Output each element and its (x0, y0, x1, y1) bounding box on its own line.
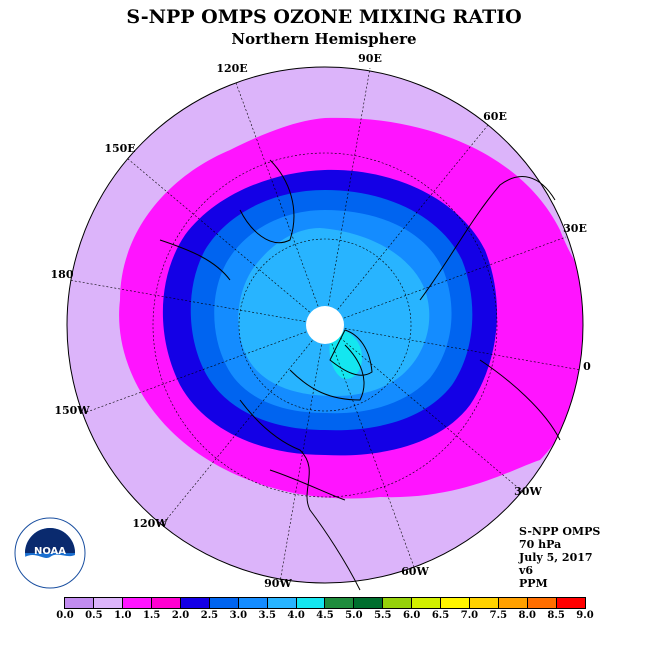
colorbar-tick-label: 7.0 (460, 610, 479, 621)
colorbar-swatch (65, 598, 94, 608)
colorbar-tick-label: 2.0 (171, 610, 190, 621)
colorbar-tick-label: 5.5 (374, 610, 392, 621)
colorbar-tick-label: 8.0 (518, 610, 536, 621)
label-150w: 150W (54, 404, 90, 417)
colorbar-tick-label: 8.5 (547, 610, 565, 621)
colorbar-tick-label: 6.0 (402, 610, 421, 621)
colorbar-swatch (499, 598, 528, 608)
info-block: S-NPP OMPS 70 hPa July 5, 2017 v6 PPM (519, 525, 600, 590)
colorbar-swatch (267, 598, 297, 608)
colorbar-swatch (412, 598, 442, 608)
label-120e: 120E (216, 62, 247, 75)
colorbar-swatch (556, 598, 585, 608)
map-boundary (66, 66, 584, 584)
noaa-logo: NOAA (14, 517, 86, 594)
label-90e: 90E (358, 52, 382, 65)
info-date: July 5, 2017 (519, 551, 593, 564)
colorbar-tick-label: 9.0 (576, 610, 594, 621)
colorbar-swatch (325, 598, 355, 608)
polar-data-gap (306, 306, 344, 344)
map-subtitle: Northern Hemisphere (231, 30, 417, 48)
colorbar-tick-label: 0.5 (85, 610, 103, 621)
colorbar-tick-label: 6.5 (431, 610, 450, 621)
colorbar-swatch (383, 598, 413, 608)
ozone-field (67, 67, 583, 583)
info-instrument: S-NPP OMPS (519, 525, 601, 538)
colorbar-tick-label: 3.0 (229, 610, 248, 621)
colorbar-tick-label: 4.5 (316, 610, 334, 621)
colorbar-swatch (441, 598, 471, 608)
colorbar-tick-label: 1.0 (114, 610, 132, 621)
colorbar-swatch (470, 598, 500, 608)
colorbar-swatch (354, 598, 384, 608)
label-30e: 30E (563, 222, 587, 235)
colorbar-swatch (209, 598, 239, 608)
label-60e: 60E (483, 110, 507, 123)
colorbar-swatch (296, 598, 326, 608)
label-90w: 90W (264, 577, 292, 590)
colorbar-tick-label: 1.5 (142, 610, 161, 621)
graticule (68, 67, 582, 583)
map-title: S-NPP OMPS OZONE MIXING RATIO (126, 6, 522, 28)
info-version: v6 (519, 564, 534, 577)
colorbar-tick-label: 0.0 (56, 610, 74, 621)
colorbar-tick-label: 5.0 (345, 610, 363, 621)
label-30w: 30W (514, 485, 542, 498)
colorbar-swatch (122, 598, 152, 608)
label-0: 0 (583, 360, 591, 373)
label-60w: 60W (401, 565, 429, 578)
colorbar-tick-label: 7.5 (489, 610, 508, 621)
colorbar (64, 597, 586, 609)
colorbar-swatch (238, 598, 268, 608)
colorbar-swatch (93, 598, 123, 608)
colorbar-swatch (151, 598, 181, 608)
colorbar-tick-label: 2.5 (200, 610, 219, 621)
colorbar-tick-label: 4.0 (287, 610, 305, 621)
coastlines (159, 159, 561, 591)
label-150e: 150E (104, 142, 135, 155)
colorbar-swatch (180, 598, 210, 608)
label-180: 180 (51, 268, 74, 281)
colorbar-tick-label: 3.5 (258, 610, 276, 621)
info-level: 70 hPa (519, 538, 562, 551)
info-units: PPM (519, 577, 548, 590)
noaa-logo-text: NOAA (34, 546, 66, 557)
label-120w: 120W (132, 517, 168, 530)
colorbar-swatch (528, 598, 557, 608)
colorbar-ticks: 0.0 0.5 1.0 1.5 2.0 2.5 3.0 3.5 4.0 4.5 5.0 5.5 6.0 6… (0, 610, 648, 624)
